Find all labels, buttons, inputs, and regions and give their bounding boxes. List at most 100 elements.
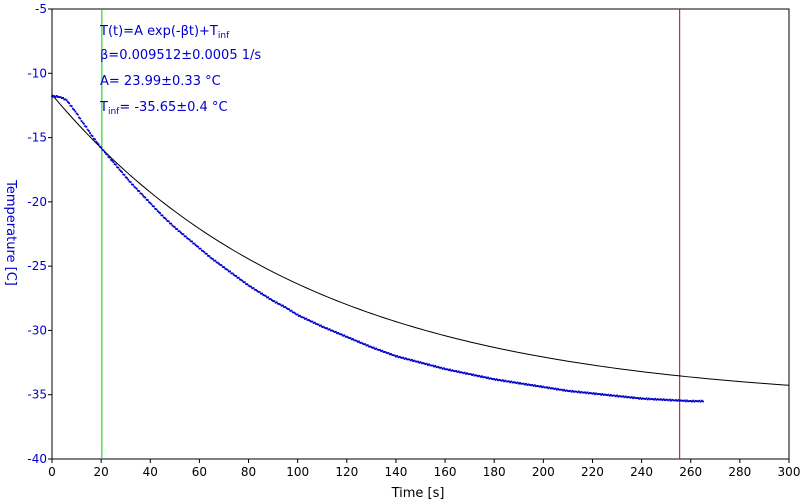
x-tick-label: 140 [384,465,407,479]
data-point [650,398,653,400]
data-point [188,238,191,241]
data-point [423,362,426,365]
data-point [524,383,526,386]
fit-curve [51,94,790,386]
data-point [657,398,660,401]
data-point [608,394,611,397]
data-point [85,125,88,128]
data-point [547,387,550,390]
data-point [236,276,239,279]
data-point [567,390,569,392]
data-point [601,393,604,395]
data-point [460,371,462,374]
data-point [623,396,626,399]
data-point [268,298,271,300]
data-point [232,273,235,276]
data-point [226,269,229,271]
data-point [113,163,116,166]
data-point [202,250,204,252]
data-point [275,301,278,304]
data-point [641,397,644,400]
data-point [146,199,149,201]
y-tick-label: -30 [27,323,47,337]
data-point [515,382,518,384]
x-axis-title: Time [s] [391,486,445,501]
data-point [380,350,383,353]
data-point [285,307,288,310]
data-point [602,394,605,396]
data-point [130,183,133,186]
data-point [591,392,594,395]
y-tick-label: -20 [27,195,47,209]
data-point [167,220,170,223]
data-point [266,296,268,299]
data-point [481,375,483,378]
data-point [90,134,93,137]
data-point [184,235,187,238]
data-point [468,373,471,376]
data-point [194,244,197,247]
data-point [462,372,465,375]
data-point [499,379,502,382]
data-point [134,186,137,189]
plot-contents [51,9,790,459]
data-point [404,357,407,360]
data-point [304,318,306,320]
data-point [91,135,94,138]
data-point [205,252,208,255]
data-point [172,225,175,228]
data-point [441,367,444,370]
data-point [329,329,332,332]
data-point [171,224,174,227]
data-point [191,240,193,243]
data-point [81,121,84,124]
data-point [393,354,396,357]
data-point [414,360,417,363]
data-point [196,245,198,248]
data-point [246,283,249,286]
data-point [520,382,523,385]
data-point [57,96,60,98]
data-point [214,259,217,262]
data-point [342,334,345,337]
data-point [558,388,561,391]
data-point [310,320,313,323]
data-point [594,393,596,396]
data-point [605,393,607,396]
data-point [582,391,585,394]
data-point [560,388,563,391]
data-point [383,350,386,353]
data-point [463,371,466,374]
data-point [149,202,152,204]
data-point [355,339,358,342]
data-point [544,386,547,389]
data-point [142,194,144,197]
y-tick-label: -25 [27,259,47,273]
data-point [107,156,110,158]
data-point [625,396,628,399]
data-point [575,390,578,393]
data-point [83,122,85,125]
data-point [635,397,638,400]
data-point [207,254,209,257]
data-point [445,368,448,371]
data-point [632,397,634,400]
data-point [543,386,546,389]
data-point [209,256,212,259]
data-point [269,298,272,300]
data-point [501,379,504,382]
annotation-amplitude: A= 23.99±0.33 °C [100,74,221,89]
data-point [611,394,614,397]
data-point [667,399,670,402]
data-point [296,313,299,316]
data-point [305,317,308,320]
data-point [417,360,419,363]
data-point [412,360,415,363]
data-point [323,326,326,329]
data-point [552,387,555,390]
data-point [102,149,105,152]
data-point [277,302,279,305]
y-tick-label: -10 [27,66,47,80]
data-point [453,370,456,373]
data-point [521,382,524,385]
